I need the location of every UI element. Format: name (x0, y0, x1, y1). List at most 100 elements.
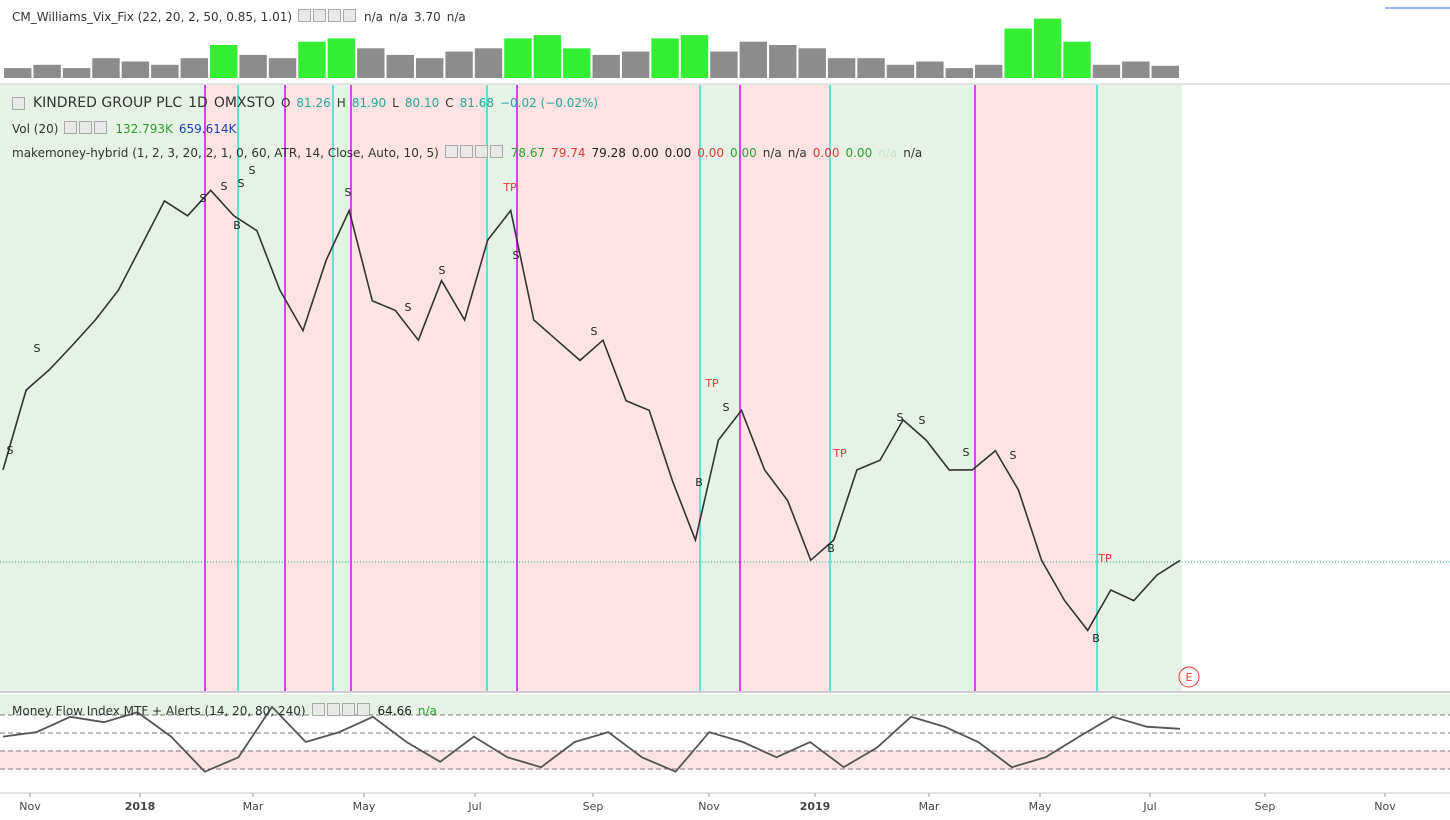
readout: n/a (389, 10, 409, 24)
signal-marker: S (897, 411, 904, 424)
time-label: Jul (1142, 800, 1156, 813)
signal-marker: S (200, 192, 207, 205)
signal-marker: S (723, 401, 730, 414)
readout: 79.28 (591, 146, 626, 160)
vix-bar (298, 41, 326, 78)
ohlc-value: 80.10 (404, 96, 440, 110)
readout: n/a (903, 146, 923, 160)
vix-bar (1122, 61, 1150, 78)
change: −0.02 (−0.02%) (499, 96, 599, 110)
vix-bar (386, 54, 414, 78)
ohlc-value: 81.68 (459, 96, 494, 110)
indicator-title: CM_Williams_Vix_Fix (22, 20, 2, 50, 0.85… (12, 10, 293, 24)
indicator-title: Vol (20) (12, 122, 59, 136)
vix-bar (1033, 18, 1062, 79)
signal-marker: S (919, 414, 926, 427)
signal-marker: B (233, 219, 241, 232)
readout: 0.00 (845, 146, 873, 160)
signal-marker: S (591, 325, 598, 338)
readout: n/a (762, 146, 782, 160)
exchange[interactable]: OMXSTO (213, 95, 275, 111)
icons[interactable] (311, 703, 372, 719)
readout: n/a (364, 10, 384, 24)
readout: n/a (787, 146, 807, 160)
readout: 0.00 (664, 146, 692, 160)
vix-bar (415, 58, 444, 78)
signal-marker: TP (832, 447, 847, 460)
vix-bar (445, 51, 473, 78)
signal-marker: E (1186, 671, 1193, 684)
signal-marker: B (695, 476, 703, 489)
vix-bar (680, 35, 709, 78)
readout: n/a (878, 146, 898, 160)
readout: n/a (446, 10, 466, 24)
time-label: Jul (467, 800, 481, 813)
readout: 132.793K (115, 122, 173, 136)
signal-marker: S (1010, 449, 1017, 462)
time-label: May (1029, 800, 1052, 813)
vix-bar (621, 51, 650, 78)
icons[interactable] (298, 9, 358, 25)
vix-bar (710, 51, 738, 78)
ohlc-value: 81.90 (351, 96, 387, 110)
marker-ring (1178, 666, 1200, 688)
vix-bar (268, 58, 297, 78)
signal-marker: TP (502, 181, 517, 194)
signal-marker: S (238, 177, 245, 190)
indicator-title: Money Flow Index MTF + Alerts (14, 20, 8… (12, 704, 306, 718)
vix-header: CM_Williams_Vix_Fix (22, 20, 2, 50, 0.85… (12, 9, 466, 25)
vix-bar (151, 64, 179, 78)
hybrid-header: makemoney-hybrid (1, 2, 3, 20, 2, 1, 0, … (12, 145, 922, 161)
signal-marker: S (963, 446, 970, 459)
symbol-header: KINDRED GROUP PLC 1D OMXSTO O 81.26 H 81.9… (12, 95, 598, 111)
signal-marker: S (345, 186, 352, 199)
readout: 659.614K (178, 122, 237, 136)
signal-marker: S (249, 164, 256, 177)
trend-zone (285, 85, 333, 691)
time-label: Nov (1374, 800, 1396, 813)
readout: 3.70 (414, 10, 441, 24)
vix-bar (886, 64, 915, 78)
trend-zone (1097, 85, 1182, 691)
trend-zone (517, 85, 700, 691)
trend-background (0, 85, 1182, 691)
trend-zone (830, 85, 975, 691)
volume-header: Vol (20) 132.793K 659.614K (12, 121, 236, 137)
readout: 78.67 (510, 146, 546, 160)
trend-zone (205, 85, 238, 691)
vix-bar (769, 45, 797, 78)
interval[interactable]: 1D (188, 95, 208, 111)
vix-bar (92, 58, 120, 78)
mfi-header: Money Flow Index MTF + Alerts (14, 20, 8… (12, 703, 437, 719)
readout: n/a (417, 704, 437, 718)
vix-bar (33, 64, 61, 78)
trend-zone (333, 85, 351, 691)
trend-zone (487, 85, 517, 691)
icons[interactable] (444, 145, 505, 161)
trend-zone (740, 85, 830, 691)
icons[interactable] (64, 121, 109, 137)
trend-zone (351, 85, 487, 691)
time-label: Nov (19, 800, 41, 813)
vix-bar (474, 48, 503, 78)
vix-bar (533, 35, 562, 78)
signal-marker: TP (704, 377, 719, 390)
readout: 0.00 (697, 146, 725, 160)
price-line (2, 189, 1181, 632)
vix-bar (916, 61, 944, 78)
vix-bar (1092, 64, 1121, 78)
collapse-button[interactable] (12, 96, 25, 110)
vix-bar (827, 58, 856, 78)
signal-marker: B (827, 542, 835, 555)
time-label: Nov (698, 800, 720, 813)
time-label: Sep (583, 800, 604, 813)
signal-marker: S (513, 249, 520, 262)
vix-bar (327, 38, 356, 78)
trend-zone (975, 85, 1097, 691)
time-label: Sep (1255, 800, 1276, 813)
vix-bar (798, 48, 826, 78)
symbol-name[interactable]: KINDRED GROUP PLC (33, 95, 183, 111)
vix-bar (121, 61, 150, 78)
